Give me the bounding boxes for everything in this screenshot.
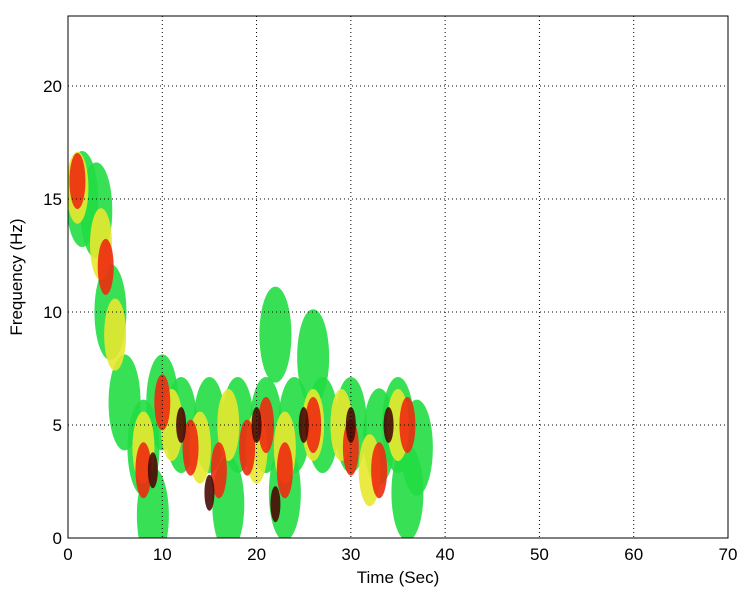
plot-frame	[67, 15, 729, 539]
y-tick-label: 20	[43, 77, 62, 96]
y-axis-label: Frequency (Hz)	[7, 218, 26, 335]
contour-blob	[298, 407, 309, 444]
contour-blob	[399, 397, 416, 454]
contour-blob	[297, 309, 330, 406]
contour-blob	[258, 397, 274, 454]
x-tick-label: 10	[153, 545, 172, 564]
contour-blob	[259, 286, 292, 383]
contour-blob	[97, 238, 114, 295]
contour-blob	[104, 298, 127, 371]
contour-blob	[147, 452, 158, 489]
axes: 0 10 20 30 40 50 60 70 0 5 10 15 20	[43, 16, 737, 564]
x-tick-label: 40	[436, 545, 455, 564]
plot-area	[68, 151, 433, 538]
x-tick-label: 30	[341, 545, 360, 564]
contour-blob	[276, 442, 293, 499]
x-tick-label: 70	[719, 545, 738, 564]
x-tick-label: 60	[624, 545, 643, 564]
x-tick-label: 20	[247, 545, 266, 564]
y-tick-label: 0	[53, 529, 62, 548]
contour-blob	[154, 374, 171, 431]
contour-blob	[345, 407, 356, 444]
contour-blob	[305, 397, 322, 454]
contour-blob	[204, 474, 215, 511]
contour-blob	[176, 407, 187, 444]
contour-blob	[182, 419, 199, 476]
contour-blob	[135, 442, 152, 499]
contour-blob	[69, 152, 86, 209]
contour-blob	[239, 419, 256, 476]
contour-blob	[270, 486, 281, 523]
x-tick-label: 0	[63, 545, 72, 564]
y-tick-label: 10	[43, 303, 62, 322]
x-axis-label: Time (Sec)	[357, 568, 440, 587]
y-tick-label: 5	[53, 416, 62, 435]
contour-blob	[210, 442, 227, 499]
contour-blob	[391, 444, 424, 538]
y-tick-label: 15	[43, 190, 62, 209]
x-tick-label: 50	[530, 545, 549, 564]
contour-blob	[371, 442, 388, 499]
